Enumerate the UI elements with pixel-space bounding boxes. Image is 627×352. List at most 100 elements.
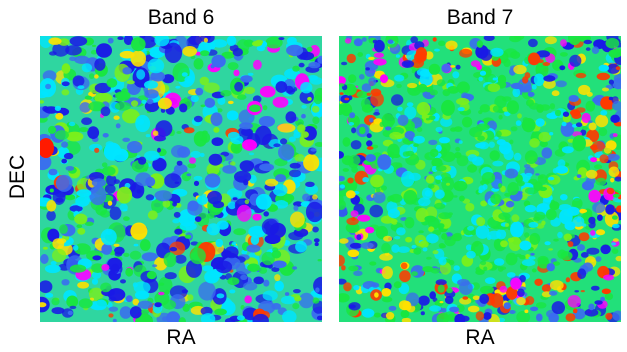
noise-blob xyxy=(444,295,454,305)
noise-blob xyxy=(216,108,223,113)
noise-blob xyxy=(94,74,99,79)
noise-blob xyxy=(466,250,476,259)
noise-blob xyxy=(187,163,197,169)
noise-blob xyxy=(537,174,548,185)
noise-blob xyxy=(607,153,620,161)
noise-blob xyxy=(547,176,555,181)
noise-blob xyxy=(48,37,62,45)
noise-blob xyxy=(505,200,515,208)
noise-blob xyxy=(435,165,447,172)
noise-blob xyxy=(536,313,543,322)
noise-blob xyxy=(369,117,374,123)
noise-blob xyxy=(465,244,473,251)
noise-blob xyxy=(389,193,403,203)
noise-blob xyxy=(510,51,521,59)
noise-blob xyxy=(400,262,408,270)
noise-blob xyxy=(478,143,483,147)
noise-blob xyxy=(476,216,486,227)
noise-blob xyxy=(361,37,367,42)
noise-blob xyxy=(224,246,239,259)
noise-blob xyxy=(229,289,236,294)
noise-blob xyxy=(316,315,322,321)
noise-blob xyxy=(52,238,65,250)
noise-blob xyxy=(481,172,496,184)
noise-blob xyxy=(275,81,288,93)
noise-blob xyxy=(199,76,209,86)
band-7-map xyxy=(339,36,621,322)
noise-blob xyxy=(374,39,385,53)
noise-blob xyxy=(461,116,473,128)
noise-blob xyxy=(548,290,558,296)
noise-blob xyxy=(51,307,65,315)
noise-blob xyxy=(590,259,595,262)
noise-blob xyxy=(504,168,519,179)
noise-blob xyxy=(469,126,483,138)
noise-blob xyxy=(524,150,538,164)
noise-blob xyxy=(534,278,543,286)
noise-blob xyxy=(136,155,141,158)
noise-blob xyxy=(122,137,131,142)
noise-blob xyxy=(387,208,400,219)
noise-blob xyxy=(439,244,447,249)
noise-blob xyxy=(162,199,171,208)
noise-blob xyxy=(524,187,539,195)
noise-blob xyxy=(513,152,522,161)
noise-blob xyxy=(107,200,113,206)
noise-blob xyxy=(48,125,57,134)
noise-blob xyxy=(298,62,305,68)
noise-blob xyxy=(472,156,484,166)
noise-blob xyxy=(538,131,551,143)
noise-blob xyxy=(297,124,306,133)
noise-blob xyxy=(428,226,435,232)
noise-blob xyxy=(478,185,486,192)
noise-blob xyxy=(474,242,479,247)
noise-blob xyxy=(413,135,425,144)
noise-blob xyxy=(535,118,545,127)
noise-blob xyxy=(164,173,182,189)
noise-blob xyxy=(59,224,68,235)
noise-blob xyxy=(347,249,360,258)
noise-blob xyxy=(492,226,499,230)
noise-blob xyxy=(528,52,541,66)
noise-blob xyxy=(559,65,566,71)
noise-blob xyxy=(121,88,129,93)
noise-blob xyxy=(145,194,155,201)
noise-blob xyxy=(274,274,281,282)
noise-blob xyxy=(455,146,461,152)
noise-blob xyxy=(483,266,488,272)
noise-blob xyxy=(411,245,417,249)
noise-blob xyxy=(117,36,124,40)
noise-blob xyxy=(217,96,226,105)
noise-blob xyxy=(120,279,126,284)
noise-blob xyxy=(479,104,491,113)
noise-blob xyxy=(146,98,154,105)
noise-blob xyxy=(478,76,483,82)
noise-blob xyxy=(576,174,582,179)
noise-blob xyxy=(89,185,107,206)
noise-blob xyxy=(46,200,57,212)
noise-blob xyxy=(519,240,532,251)
noise-blob xyxy=(496,139,506,146)
noise-blob xyxy=(40,154,52,171)
noise-blob xyxy=(524,204,537,213)
noise-blob xyxy=(399,270,411,283)
noise-blob xyxy=(605,38,620,49)
noise-blob xyxy=(339,151,344,159)
noise-blob xyxy=(96,43,112,58)
noise-blob xyxy=(434,48,440,52)
noise-blob xyxy=(289,169,301,178)
noise-blob xyxy=(368,56,375,60)
noise-blob xyxy=(161,316,169,322)
noise-blob xyxy=(422,266,434,273)
noise-blob xyxy=(141,252,158,262)
noise-blob xyxy=(359,74,365,80)
noise-blob xyxy=(454,313,466,322)
noise-blob xyxy=(437,284,445,293)
noise-blob xyxy=(567,295,581,308)
noise-blob xyxy=(522,117,529,123)
noise-blob xyxy=(528,38,538,48)
noise-blob xyxy=(440,172,451,182)
noise-blob xyxy=(51,297,60,306)
noise-blob xyxy=(100,228,117,246)
noise-blob xyxy=(312,297,320,304)
